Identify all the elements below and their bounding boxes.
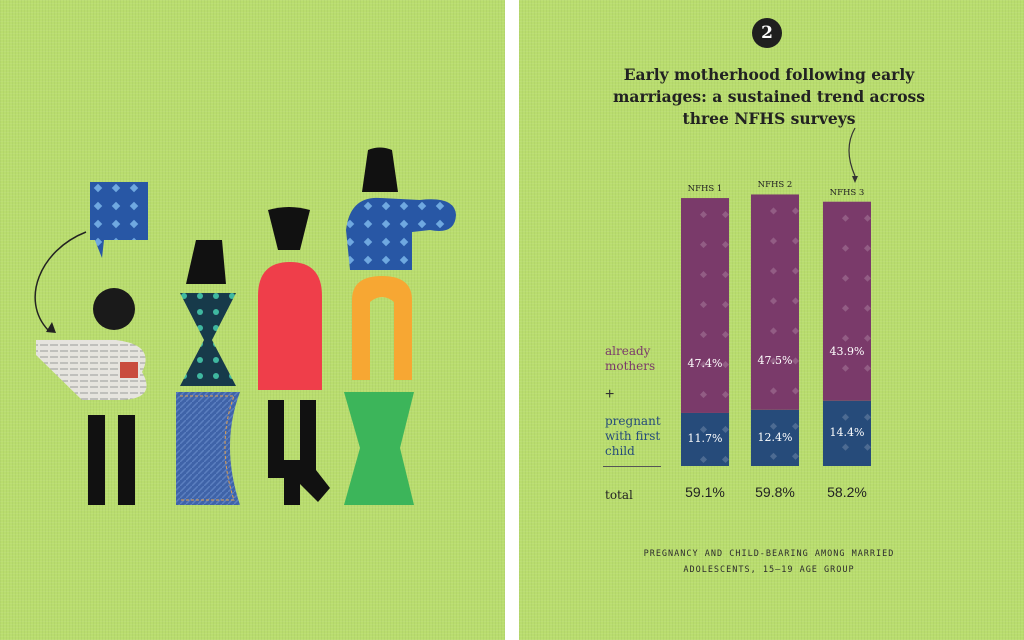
bar-segment-pregnant	[751, 409, 799, 466]
bar-segment-pregnant	[681, 412, 729, 466]
legend-total: total	[605, 488, 633, 502]
survey-label: NFHS 3	[829, 187, 865, 198]
chart-footnote-line: ADOLESCENTS, 15–19 AGE GROUP	[683, 565, 855, 575]
bar-texture-dot	[699, 455, 708, 463]
legend-plus-sign: +	[605, 386, 615, 403]
bar-texture-dot	[721, 241, 730, 249]
chart-footnote: PREGNANCY AND CHILD-BEARING AMONG MARRIE…	[579, 546, 959, 578]
bar-texture-dot	[721, 455, 730, 463]
figure-3-head	[268, 207, 310, 250]
bar-texture-dot	[791, 267, 800, 275]
chart-title-line: marriages: a sustained trend across	[613, 87, 925, 106]
bar-segment-already-mothers	[823, 201, 871, 401]
already-mothers-value-label: 47.4%	[687, 356, 723, 370]
bar-texture-dot	[841, 364, 850, 372]
total-value-label: 58.2%	[827, 484, 867, 500]
bar-texture-dot	[699, 301, 708, 309]
bar-texture-dot	[791, 207, 800, 215]
bar-texture-dot	[721, 271, 730, 279]
bar-texture-dot	[841, 214, 850, 222]
survey-label: NFHS 2	[757, 180, 793, 191]
speech-bubble	[90, 182, 148, 240]
page-gutter	[505, 0, 519, 640]
bar-texture-dot	[791, 297, 800, 305]
bar-texture-dot	[863, 304, 872, 312]
bar-texture-dot	[769, 207, 778, 215]
bar-texture-dot	[699, 361, 708, 369]
bar-texture-dot	[863, 244, 872, 252]
bar-texture-dot	[863, 214, 872, 222]
figure-1-head	[93, 288, 135, 330]
figure-4-head	[362, 147, 398, 192]
bar-texture-dot	[721, 301, 730, 309]
illustration-page	[0, 0, 505, 640]
bar-segment-pregnant	[823, 400, 871, 466]
bar-texture-dot	[791, 237, 800, 245]
bar-texture-dot	[863, 274, 872, 282]
bar-texture-dot	[769, 267, 778, 275]
bar-segment-already-mothers	[751, 194, 799, 410]
bar-texture-dot	[769, 452, 778, 460]
legend-pregnant: pregnant with first child	[605, 414, 661, 458]
already-mothers-value-label: 47.5%	[757, 353, 793, 367]
bar-texture-dot	[699, 241, 708, 249]
chart-title-line: three NFHS surveys	[682, 109, 856, 128]
bar-texture-dot	[841, 413, 850, 421]
bar-texture-dot	[721, 361, 730, 369]
legend-divider	[603, 466, 661, 467]
bar-texture-dot	[721, 425, 730, 433]
bar-texture-dot	[769, 387, 778, 395]
bar-texture-dot	[863, 334, 872, 342]
bar-texture-dot	[699, 271, 708, 279]
bar-texture-dot	[863, 443, 872, 451]
survey-label: NFHS 1	[687, 184, 723, 195]
bar-texture-dot	[769, 327, 778, 335]
bar-texture-dot	[863, 364, 872, 372]
bar-texture-dot	[791, 387, 800, 395]
bar-texture-dot	[699, 391, 708, 399]
bar-texture-dot	[841, 244, 850, 252]
bar-texture-dot	[841, 274, 850, 282]
bar-texture-dot	[863, 413, 872, 421]
chart-title: Early motherhood following early marriag…	[579, 64, 959, 130]
total-value-label: 59.8%	[755, 484, 795, 500]
bar-texture-dot	[769, 297, 778, 305]
stacked-bar-chart	[681, 127, 872, 466]
chart-title-line: Early motherhood following early	[623, 65, 915, 84]
bar-texture-dot	[769, 357, 778, 365]
bar-segment-already-mothers	[681, 198, 729, 413]
already-mothers-value-label: 43.9%	[829, 344, 865, 358]
bar-texture-dot	[699, 211, 708, 219]
bar-texture-dot	[791, 357, 800, 365]
bar-texture-dot	[699, 331, 708, 339]
chart-footnote-line: PREGNANCY AND CHILD-BEARING AMONG MARRIE…	[643, 549, 895, 559]
pregnant-value-label: 12.4%	[757, 430, 793, 444]
bar-texture-dot	[721, 331, 730, 339]
pregnant-value-label: 14.4%	[829, 426, 865, 440]
bar-texture-dot	[841, 304, 850, 312]
figure-number-badge: 2	[752, 18, 782, 48]
bar-texture-dot	[841, 443, 850, 451]
bar-texture-dot	[699, 425, 708, 433]
pregnant-value-label: 11.7%	[687, 432, 723, 446]
figures-illustration	[34, 147, 456, 505]
legend-already-mothers: already mothers	[605, 344, 656, 373]
bar-texture-dot	[791, 452, 800, 460]
bar-texture-dot	[769, 422, 778, 430]
bar-texture-dot	[721, 391, 730, 399]
figure-2-head	[186, 240, 226, 284]
bar-texture-dot	[841, 334, 850, 342]
chart-page: 2 Early motherhood following early marri…	[519, 0, 1024, 640]
bar-texture-dot	[791, 422, 800, 430]
bar-texture-dot	[791, 327, 800, 335]
bar-texture-dot	[721, 211, 730, 219]
total-value-label: 59.1%	[685, 484, 725, 500]
bar-texture-dot	[769, 237, 778, 245]
